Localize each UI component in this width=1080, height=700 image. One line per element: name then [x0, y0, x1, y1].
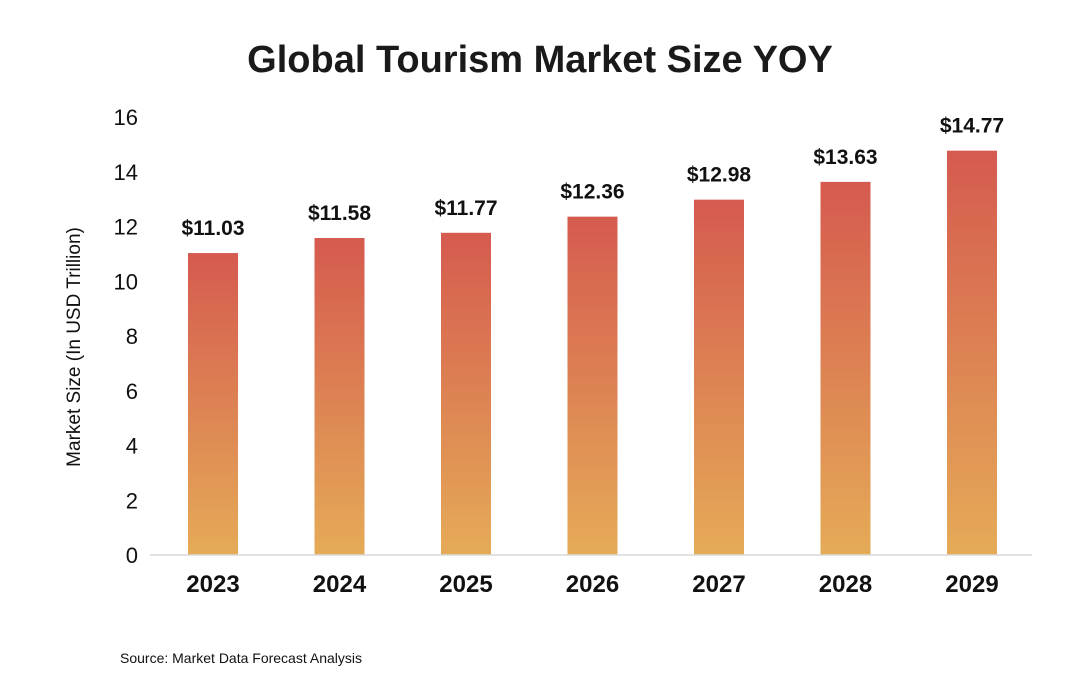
- x-tick-label-2029: 2029: [945, 571, 998, 598]
- chart-title: Global Tourism Market Size YOY: [247, 39, 833, 81]
- y-axis-label: Market Size (In USD Trillion): [64, 227, 85, 467]
- y-tick-label: 10: [114, 269, 138, 294]
- x-tick-label-2023: 2023: [186, 571, 239, 598]
- x-tick-label-2025: 2025: [439, 571, 492, 598]
- value-label-2023: $11.03: [181, 217, 244, 240]
- value-label-2028: $13.63: [813, 146, 877, 169]
- y-tick-label: 6: [126, 379, 138, 404]
- y-tick-label: 12: [114, 215, 138, 240]
- x-axis-labels: 2023 2024 2025 2026 2027 2028 2029: [186, 571, 998, 598]
- y-tick-label: 8: [126, 324, 138, 349]
- y-axis-ticks: 0 2 4 6 8 10 12 14 16: [114, 105, 138, 568]
- source-note: Source: Market Data Forecast Analysis: [120, 650, 362, 666]
- value-label-2025: $11.77: [434, 197, 497, 220]
- x-tick-label-2027: 2027: [692, 571, 745, 598]
- y-tick-label: 14: [114, 160, 138, 185]
- value-label-2026: $12.36: [560, 181, 624, 204]
- bar-2024: [314, 237, 365, 555]
- x-tick-label-2028: 2028: [819, 571, 872, 598]
- bar-2026: [567, 216, 618, 555]
- bars: [188, 150, 997, 556]
- bar-2028: [820, 181, 871, 555]
- value-label-2029: $14.77: [940, 115, 1004, 138]
- bar-2023: [188, 253, 238, 555]
- value-label-2024: $11.58: [308, 202, 371, 225]
- bar-2029: [947, 150, 997, 555]
- value-label-2027: $12.98: [687, 164, 752, 187]
- value-labels: $11.03 $11.58 $11.77 $12.36 $12.98 $13.63 $14.…: [181, 115, 1004, 240]
- bar-2027: [694, 199, 744, 556]
- x-tick-label-2024: 2024: [313, 571, 367, 598]
- bar-2025: [441, 232, 491, 555]
- y-tick-label: 2: [126, 488, 138, 513]
- y-tick-label: 0: [126, 543, 138, 568]
- y-tick-label: 16: [114, 105, 138, 130]
- x-tick-label-2026: 2026: [566, 571, 619, 598]
- y-tick-label: 4: [126, 434, 138, 459]
